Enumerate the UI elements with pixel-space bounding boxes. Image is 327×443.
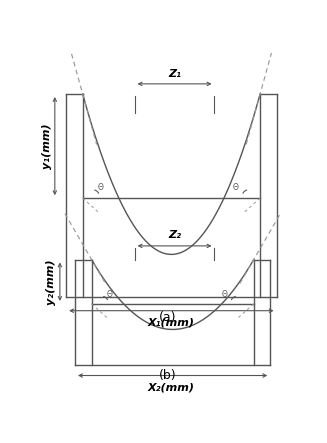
Text: $\Theta$: $\Theta$ (97, 181, 105, 192)
Text: Z₁: Z₁ (168, 69, 181, 79)
Text: (b): (b) (159, 369, 176, 382)
Text: $\Theta$: $\Theta$ (232, 181, 240, 192)
Text: y₂(mm): y₂(mm) (46, 259, 56, 304)
Text: $\Theta$: $\Theta$ (221, 288, 228, 299)
Text: y₁(mm): y₁(mm) (42, 123, 52, 169)
Text: (a): (a) (159, 311, 176, 324)
Text: X₁(mm): X₁(mm) (148, 318, 195, 327)
Text: $\Theta$: $\Theta$ (106, 288, 114, 299)
Text: Z₂: Z₂ (168, 230, 181, 240)
Text: X₂(mm): X₂(mm) (148, 382, 195, 392)
